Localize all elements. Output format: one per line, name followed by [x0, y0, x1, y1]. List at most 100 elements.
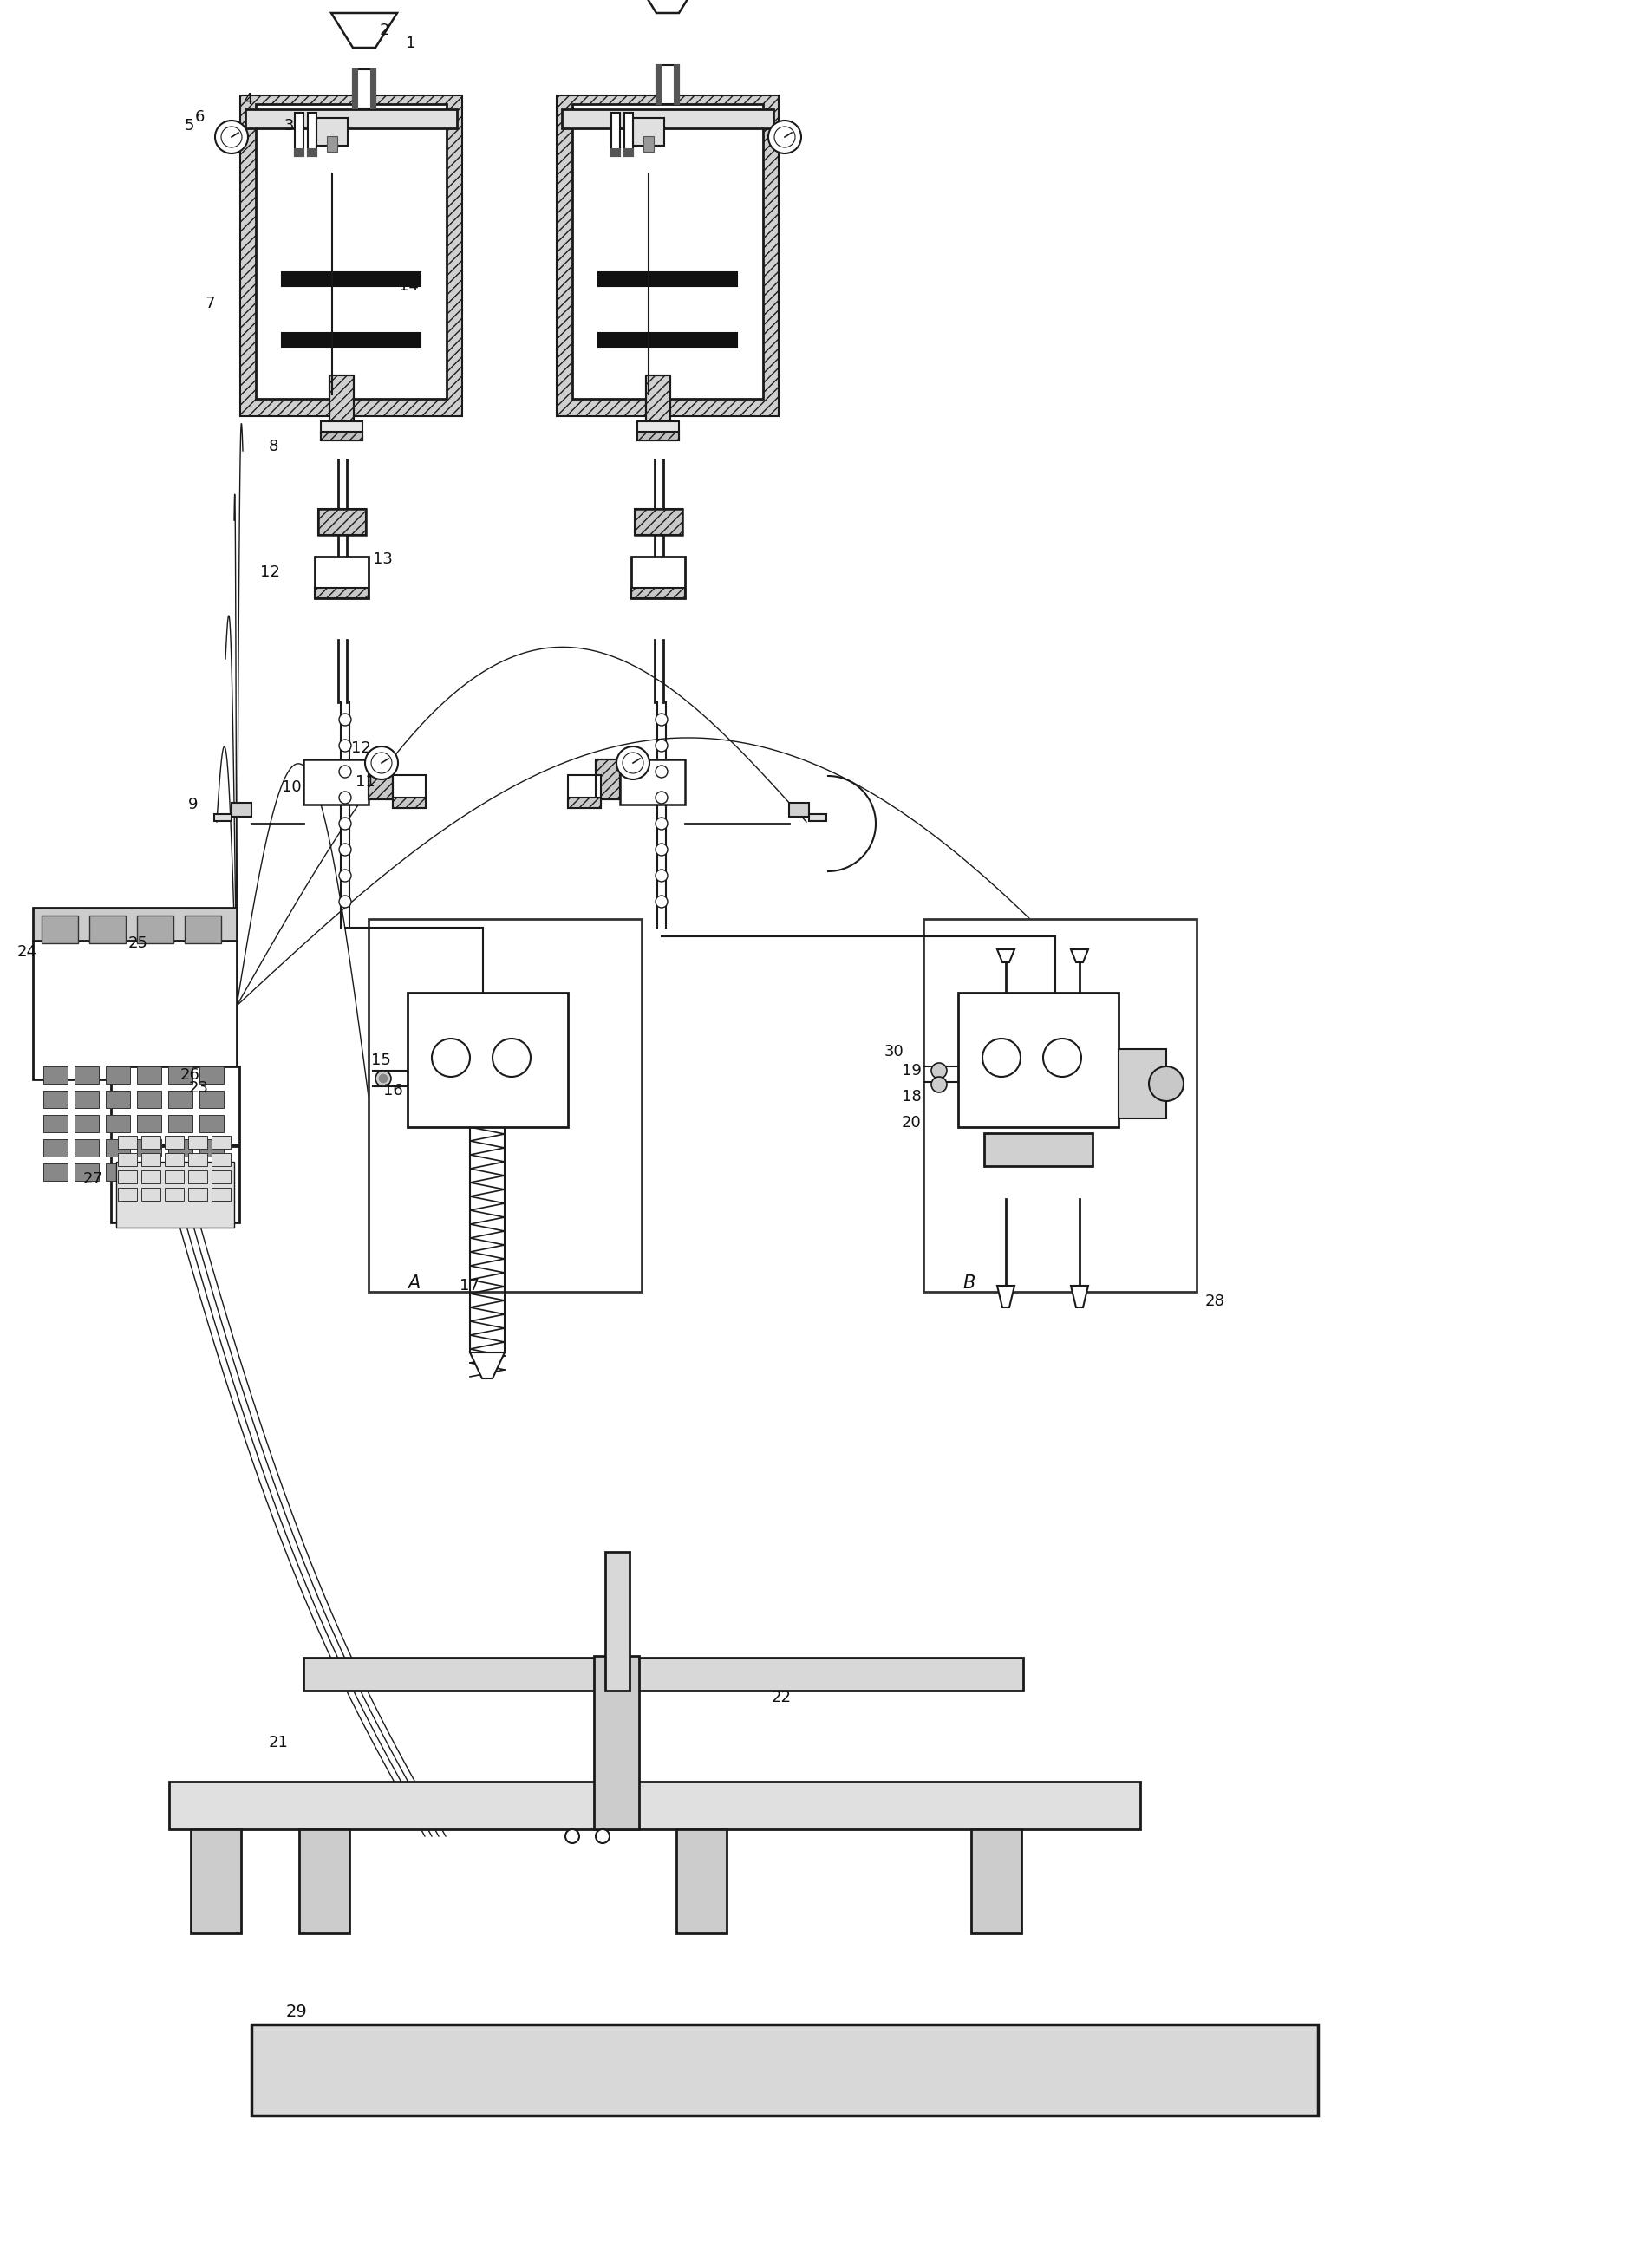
Text: 18: 18 — [903, 1089, 922, 1105]
Circle shape — [493, 1039, 531, 1077]
Polygon shape — [1070, 1286, 1088, 1306]
Bar — [187, 1152, 207, 1166]
Bar — [164, 1170, 184, 1184]
Bar — [353, 70, 357, 109]
Bar — [924, 919, 1197, 1293]
Bar — [625, 150, 633, 156]
Circle shape — [215, 120, 248, 154]
Text: 30: 30 — [884, 1043, 904, 1059]
Bar — [118, 1188, 136, 1200]
Bar — [567, 776, 602, 807]
Text: 2: 2 — [380, 23, 390, 39]
Bar — [809, 814, 827, 821]
Bar — [136, 1116, 161, 1132]
Bar — [368, 919, 641, 1293]
Bar — [41, 916, 77, 943]
Bar — [572, 104, 763, 399]
Bar — [168, 1066, 192, 1084]
Polygon shape — [470, 1352, 505, 1379]
Circle shape — [220, 127, 242, 147]
Polygon shape — [330, 14, 398, 48]
Polygon shape — [998, 950, 1014, 962]
Circle shape — [774, 127, 796, 147]
Bar — [74, 1066, 99, 1084]
Circle shape — [656, 767, 667, 778]
Bar — [646, 376, 671, 424]
Circle shape — [656, 792, 667, 803]
Text: 20: 20 — [903, 1116, 922, 1129]
Bar — [612, 113, 620, 156]
Bar — [141, 1188, 161, 1200]
Text: 11: 11 — [355, 773, 375, 789]
Bar — [245, 109, 457, 129]
Bar — [598, 272, 737, 286]
Bar — [43, 1139, 67, 1157]
Bar — [319, 508, 367, 535]
Bar — [199, 1091, 224, 1109]
Text: 24: 24 — [18, 943, 38, 959]
Circle shape — [1042, 1039, 1082, 1077]
Circle shape — [339, 896, 352, 907]
Circle shape — [656, 844, 667, 855]
Bar — [635, 508, 682, 535]
Bar — [256, 104, 447, 399]
Bar — [605, 1551, 630, 1690]
Circle shape — [339, 714, 352, 726]
Bar — [187, 1136, 207, 1148]
Bar — [43, 1116, 67, 1132]
Bar — [281, 333, 421, 347]
Bar — [184, 916, 220, 943]
Text: 26: 26 — [181, 1068, 201, 1082]
Bar — [105, 1066, 130, 1084]
Bar — [595, 760, 620, 798]
Circle shape — [656, 896, 667, 907]
Text: 15: 15 — [372, 1052, 391, 1068]
Bar — [141, 1136, 161, 1148]
Bar — [307, 150, 317, 156]
Bar — [393, 798, 426, 807]
Text: 8: 8 — [270, 438, 279, 454]
Bar — [353, 70, 375, 109]
Circle shape — [768, 120, 801, 154]
Bar — [136, 916, 173, 943]
Bar — [43, 1163, 67, 1182]
Bar — [317, 118, 347, 145]
Bar — [141, 1170, 161, 1184]
Circle shape — [623, 753, 643, 773]
Bar — [676, 1830, 727, 1932]
Bar — [319, 508, 367, 535]
Circle shape — [339, 844, 352, 855]
Text: 12: 12 — [352, 739, 372, 755]
Bar — [612, 150, 620, 156]
Circle shape — [595, 1830, 610, 1844]
Bar — [240, 95, 462, 415]
Bar — [118, 1170, 136, 1184]
Circle shape — [372, 753, 391, 773]
Bar — [199, 1116, 224, 1132]
Text: 21: 21 — [270, 1735, 289, 1751]
Bar — [372, 70, 375, 109]
Bar — [327, 136, 337, 152]
Bar — [620, 760, 686, 805]
Bar — [294, 150, 304, 156]
Bar — [408, 993, 567, 1127]
Bar — [112, 1145, 240, 1222]
Circle shape — [365, 746, 398, 780]
Circle shape — [339, 869, 352, 882]
Bar — [214, 814, 232, 821]
Text: 23: 23 — [189, 1080, 209, 1095]
Text: 29: 29 — [286, 2003, 307, 2019]
Text: 28: 28 — [1205, 1293, 1225, 1309]
Bar — [105, 1116, 130, 1132]
Bar — [212, 1152, 230, 1166]
Text: B: B — [962, 1275, 975, 1293]
Bar — [43, 1091, 67, 1109]
Bar — [1118, 1050, 1166, 1118]
Bar — [136, 1163, 161, 1182]
Circle shape — [378, 1075, 388, 1082]
Bar — [557, 95, 779, 415]
Circle shape — [656, 739, 667, 751]
Bar — [199, 1139, 224, 1157]
Text: 9: 9 — [187, 796, 199, 812]
Text: 22: 22 — [771, 1690, 792, 1706]
